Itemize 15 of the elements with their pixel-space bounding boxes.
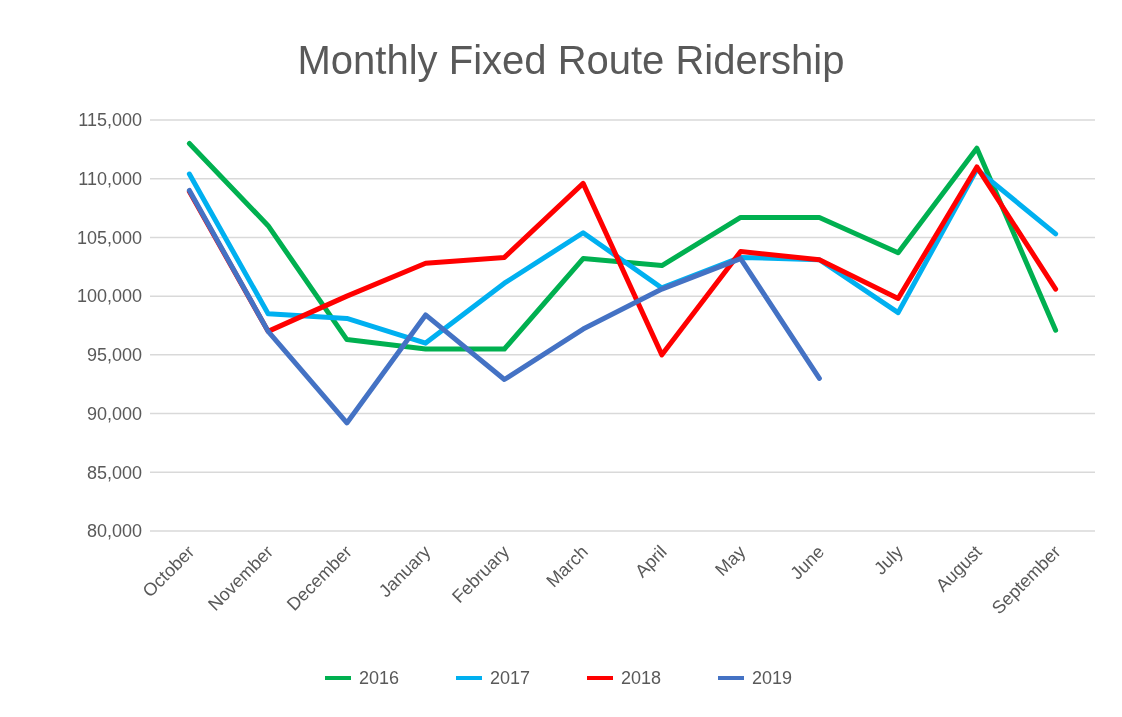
y-tick-label: 105,000 bbox=[76, 227, 142, 248]
legend-label: 2017 bbox=[490, 668, 531, 688]
legend-label: 2018 bbox=[621, 668, 662, 688]
y-tick-label: 80,000 bbox=[86, 521, 142, 542]
chart-title: Monthly Fixed Route Ridership bbox=[297, 38, 845, 82]
y-tick-label: 110,000 bbox=[78, 169, 142, 190]
y-tick-label: 115,000 bbox=[78, 110, 142, 131]
x-tick-label: May bbox=[711, 541, 750, 580]
y-tick-label: 100,000 bbox=[76, 286, 142, 307]
y-tick-label: 90,000 bbox=[86, 403, 142, 424]
y-tick-label: 95,000 bbox=[86, 345, 142, 366]
x-tick-label: July bbox=[870, 541, 907, 579]
y-tick-label: 85,000 bbox=[86, 462, 142, 483]
legend-label: 2019 bbox=[752, 668, 793, 688]
legend-label: 2016 bbox=[359, 668, 400, 688]
